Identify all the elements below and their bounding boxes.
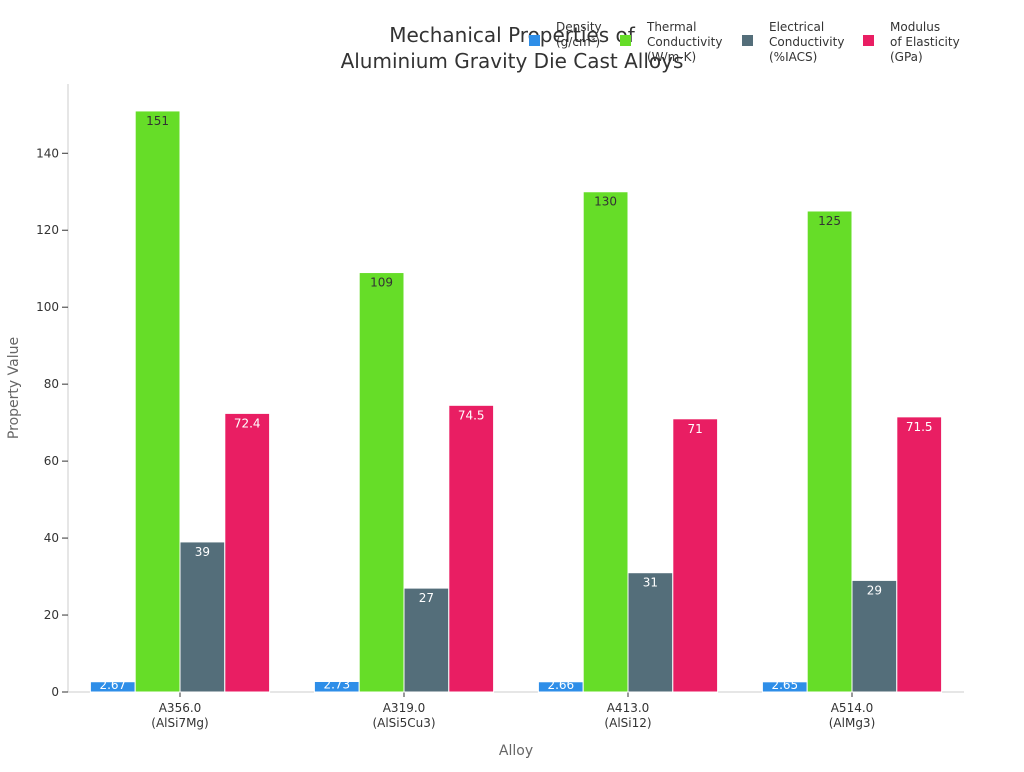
bar: [582, 191, 629, 693]
y-tick-label: 0: [51, 685, 59, 699]
legend-label-line: (W/m-K): [647, 50, 696, 64]
legend-label-line: (%IACS): [769, 50, 817, 64]
bar-data-label: 2.73: [323, 678, 350, 692]
y-axis-title: Property Value: [6, 337, 22, 439]
bars-layer: [89, 110, 943, 693]
x-tick-label-line: (AlMg3): [829, 716, 876, 730]
x-axis-title: Alloy: [499, 743, 533, 759]
bar-data-label: 151: [146, 114, 169, 128]
legend-swatch: [742, 35, 753, 46]
y-tick-label: 60: [44, 454, 59, 468]
bar: [672, 418, 719, 693]
bar-data-label: 74.5: [458, 408, 485, 422]
chart-title-line: Mechanical Properties of: [389, 23, 636, 47]
x-tick-label: A319.0 (AlSi5Cu3): [372, 701, 435, 730]
x-tick-label-line: (AlSi7Mg): [151, 716, 208, 730]
bar-data-label: 2.66: [547, 678, 574, 692]
legend-item[interactable]: Modulus of Elasticity (GPa): [863, 20, 960, 64]
legend-item[interactable]: Density (g/cm³): [529, 20, 602, 49]
chart-title-line: Aluminium Gravity Die Cast Alloys: [341, 49, 684, 73]
bar: [448, 404, 495, 693]
bar: [627, 572, 674, 693]
legend-label-line: Electrical: [769, 20, 824, 34]
bar-data-label: 31: [643, 576, 658, 590]
legend-label: Electrical Conductivity (%IACS): [769, 20, 844, 64]
bar-data-label: 29: [867, 583, 882, 597]
y-tick-label: 80: [44, 377, 59, 391]
bar-data-label: 27: [419, 591, 434, 605]
legend-swatch: [863, 35, 874, 46]
data-labels-layer: 2.67 151 39 72.4 2.73 109 27 74.5 2.66 130 31 71 2.6…: [99, 114, 932, 692]
legend-label-line: Modulus: [890, 20, 940, 34]
bar-data-label: 109: [370, 276, 393, 290]
axes-layer: 0 20 40 60 80 100 120 140 Alloy Property Value A35…: [6, 84, 964, 759]
legend-label-line: Density: [556, 20, 602, 34]
legend-label-line: Conductivity: [647, 35, 722, 49]
x-tick-label: A514.0 (AlMg3): [829, 701, 876, 730]
legend-swatch: [620, 35, 631, 46]
legend-label-line: (GPa): [890, 50, 923, 64]
bar: [806, 210, 853, 693]
legend-swatch: [529, 35, 540, 46]
x-tick-label-line: A319.0: [383, 701, 426, 715]
legend-label: Thermal Conductivity (W/m-K): [646, 20, 722, 64]
bar: [358, 272, 405, 693]
legend-label: Modulus of Elasticity (GPa): [890, 20, 960, 64]
legend-label-line: of Elasticity: [890, 35, 960, 49]
legend-label-line: (g/cm³): [556, 35, 600, 49]
x-tick-label-line: A413.0: [607, 701, 650, 715]
x-tick-label-line: (AlSi12): [604, 716, 651, 730]
bar-data-label: 71: [688, 422, 703, 436]
x-tick-label-line: A514.0: [831, 701, 874, 715]
legend-label-line: Conductivity: [769, 35, 844, 49]
bar: [224, 412, 271, 693]
y-tick-label: 20: [44, 608, 59, 622]
y-tick-label: 100: [36, 300, 59, 314]
x-tick-label: A356.0 (AlSi7Mg): [151, 701, 208, 730]
bar-data-label: 72.4: [234, 416, 261, 430]
bar: [896, 416, 943, 693]
y-tick-label: 120: [36, 223, 59, 237]
bar-data-label: 71.5: [906, 420, 933, 434]
y-tick-label: 140: [36, 146, 59, 160]
chart-title: Mechanical Properties of Aluminium Gravit…: [341, 23, 684, 73]
bar-data-label: 39: [195, 545, 210, 559]
y-tick-label: 40: [44, 531, 59, 545]
legend-item[interactable]: Thermal Conductivity (W/m-K): [620, 20, 722, 64]
legend-item[interactable]: Electrical Conductivity (%IACS): [742, 20, 844, 64]
x-tick-label: A413.0 (AlSi12): [604, 701, 651, 730]
bar-data-label: 130: [594, 195, 617, 209]
x-tick-label-line: A356.0: [159, 701, 202, 715]
legend[interactable]: Density (g/cm³)Thermal Conductivity (W/m-K)…: [529, 20, 960, 64]
chart-title-text: Mechanical Properties of Aluminium Gravit…: [341, 23, 684, 73]
bar-data-label: 2.65: [771, 678, 798, 692]
bar: [134, 110, 181, 693]
bar-data-label: 125: [818, 214, 841, 228]
legend-label-line: Thermal: [646, 20, 696, 34]
legend-label: Density (g/cm³): [556, 20, 602, 49]
bar: [851, 579, 898, 693]
bar: [179, 541, 226, 693]
bar-data-label: 2.67: [99, 678, 126, 692]
x-tick-label-line: (AlSi5Cu3): [372, 716, 435, 730]
